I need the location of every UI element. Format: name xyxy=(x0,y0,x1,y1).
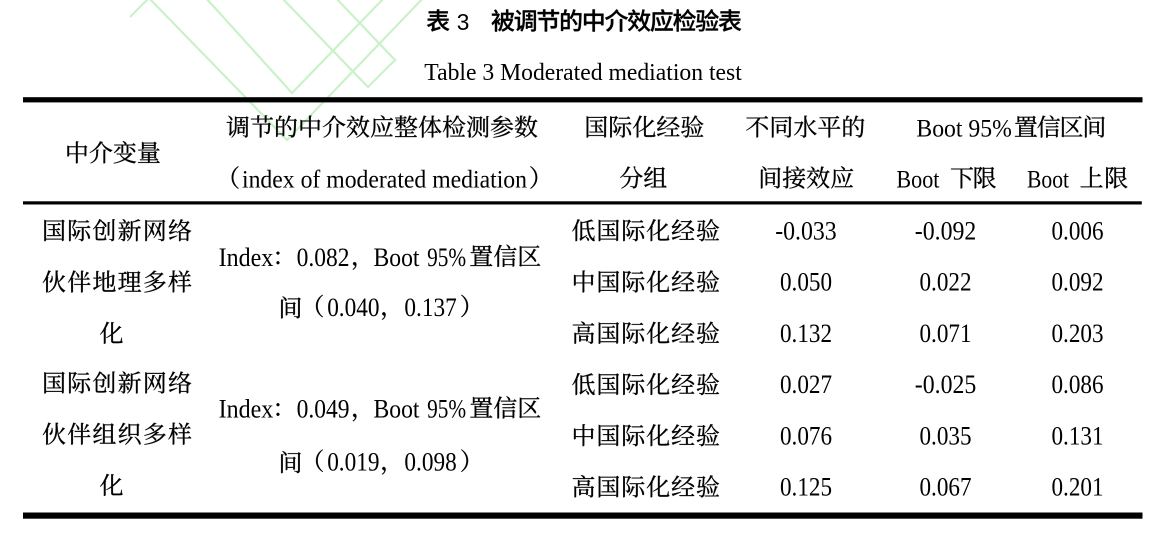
svg-text:-0.025: -0.025 xyxy=(915,369,977,399)
svg-text:0.040: 0.040 xyxy=(327,292,379,322)
svg-text:0.049: 0.049 xyxy=(297,393,350,423)
svg-text:Table 3 Moderated mediation te: Table 3 Moderated mediation test xyxy=(424,60,742,86)
svg-text:0.022: 0.022 xyxy=(920,267,972,297)
svg-text:0.137: 0.137 xyxy=(404,292,456,322)
svg-text:-0.033: -0.033 xyxy=(775,215,837,245)
svg-text:Boot 95%: Boot 95% xyxy=(916,114,1012,143)
svg-text:0.092: 0.092 xyxy=(1052,267,1104,297)
svg-text:Boot: Boot xyxy=(896,164,939,193)
svg-text:0.132: 0.132 xyxy=(780,318,832,348)
svg-text:0.082: 0.082 xyxy=(297,242,350,272)
svg-text:Index: Index xyxy=(219,242,274,272)
svg-text:95%: 95% xyxy=(427,242,466,272)
svg-text:0.067: 0.067 xyxy=(920,472,972,502)
svg-text:0.203: 0.203 xyxy=(1052,318,1104,348)
svg-text:0.050: 0.050 xyxy=(780,267,832,297)
svg-text:95%: 95% xyxy=(427,393,466,423)
svg-text:0.098: 0.098 xyxy=(404,447,456,477)
svg-text:0.071: 0.071 xyxy=(920,318,972,348)
svg-text:Boot: Boot xyxy=(1027,164,1069,193)
svg-text:0.076: 0.076 xyxy=(780,420,832,450)
svg-text:0.027: 0.027 xyxy=(780,369,832,399)
svg-text:0.019: 0.019 xyxy=(327,447,379,477)
svg-text:index of moderated mediation: index of moderated mediation xyxy=(242,166,527,193)
svg-text:3: 3 xyxy=(457,9,470,35)
svg-text:0.131: 0.131 xyxy=(1052,420,1104,450)
svg-text:Boot: Boot xyxy=(374,393,421,423)
svg-text:Boot: Boot xyxy=(374,242,421,272)
svg-text:0.086: 0.086 xyxy=(1052,369,1104,399)
svg-text:-0.092: -0.092 xyxy=(915,215,977,245)
svg-text:0.006: 0.006 xyxy=(1052,215,1104,245)
svg-text:0.201: 0.201 xyxy=(1052,472,1104,502)
svg-text:0.125: 0.125 xyxy=(780,472,832,502)
svg-text:Index: Index xyxy=(219,393,274,423)
svg-text:0.035: 0.035 xyxy=(920,420,972,450)
